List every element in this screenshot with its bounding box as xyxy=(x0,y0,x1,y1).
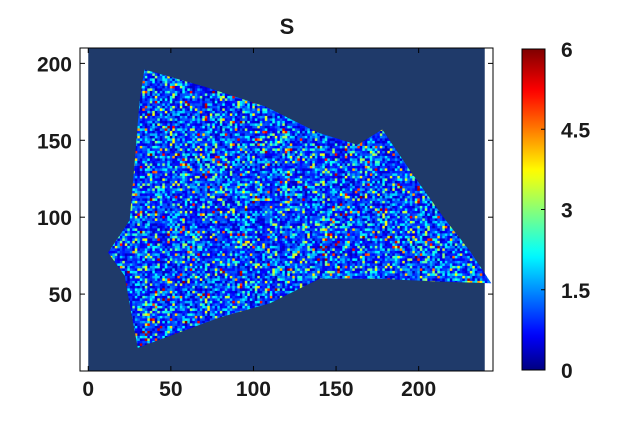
axes-frame xyxy=(79,47,494,372)
colorbar: 0 1.5 3 4.5 6 xyxy=(521,39,591,383)
colorbar-tick-label: 1.5 xyxy=(561,280,591,303)
y-tick-label: 50 xyxy=(49,284,72,307)
y-tick-label: 100 xyxy=(37,207,72,230)
x-tick-label: 150 xyxy=(319,378,354,401)
x-tick-label: 200 xyxy=(401,378,436,401)
colorbar-tick-label: 4.5 xyxy=(561,119,591,142)
colorbar-tick-label: 0 xyxy=(561,360,573,383)
colorbar-tick-label: 3 xyxy=(561,200,573,223)
y-tick-label: 200 xyxy=(37,53,72,76)
y-tick-label: 150 xyxy=(37,130,72,153)
y-axis: 50 100 150 200 xyxy=(37,53,493,307)
plot-area xyxy=(79,47,494,372)
x-tick-label: 50 xyxy=(159,378,182,401)
x-tick-label: 100 xyxy=(236,378,271,401)
chart-title: S xyxy=(280,14,295,39)
x-axis: 0 50 100 150 200 xyxy=(82,48,436,401)
colorbar-tick-label: 6 xyxy=(561,39,573,62)
x-tick-label: 0 xyxy=(82,378,94,401)
